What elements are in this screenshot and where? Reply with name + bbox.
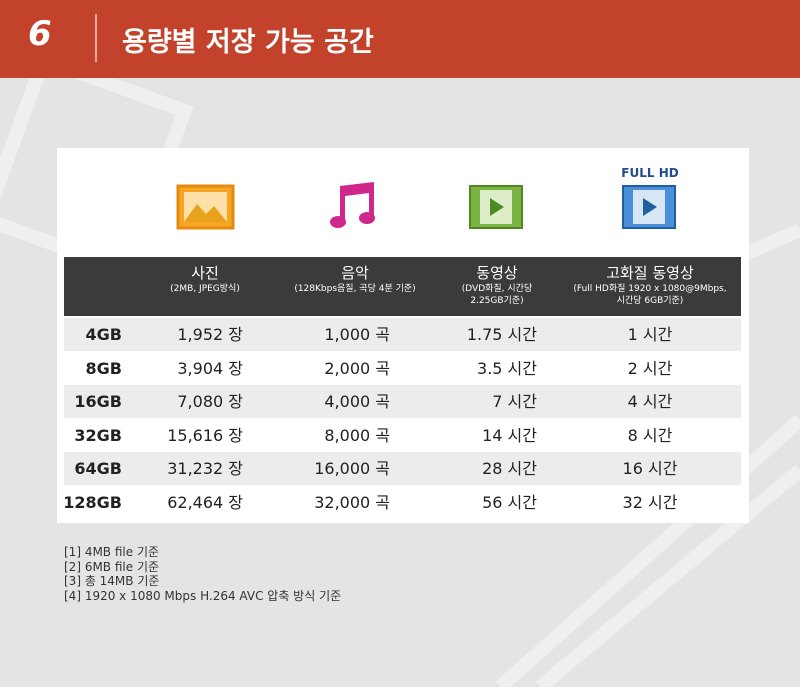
- cell: 16,000 곡: [314, 459, 390, 478]
- cell: 32 시간: [622, 492, 678, 512]
- column-subtitle: (Full HD화질 1920 x 1080@9Mbps,: [573, 284, 727, 294]
- table-row: [64, 452, 741, 485]
- cell: 7 시간: [492, 392, 537, 411]
- row-label: 4GB: [85, 325, 122, 344]
- cell: 31,232 장: [167, 459, 243, 478]
- cell: 1,000 곡: [324, 325, 390, 344]
- cell: 32,000 곡: [314, 492, 390, 512]
- table-header: [64, 257, 741, 316]
- table-row: [64, 385, 741, 418]
- badge: FULL HD: [621, 166, 678, 180]
- cell: 16 시간: [622, 459, 678, 478]
- table-row: [64, 418, 741, 452]
- table-row: [64, 318, 741, 351]
- cell: 7,080 장: [177, 392, 243, 411]
- cell: 4,000 곡: [324, 392, 390, 411]
- column-subtitle: (DVD화질, 시간당: [461, 284, 533, 294]
- cell: 56 시간: [482, 492, 537, 512]
- cell: 2,000 곡: [324, 358, 390, 378]
- footnote: [2] 6MB file 기준: [64, 559, 160, 574]
- row-label: 8GB: [85, 358, 122, 378]
- fullhd-icon: [622, 185, 676, 229]
- column-header: 음악 (128Kbps음질, 곡당 4분 기준): [265, 262, 445, 295]
- cell: 62,464 장: [167, 492, 243, 512]
- column-title: 고화질 동영상: [606, 264, 694, 282]
- table-row: [64, 351, 741, 385]
- row-label: 128GB: [63, 492, 122, 512]
- photo-icon: [176, 184, 235, 230]
- footnote: [1] 4MB file 기준: [64, 545, 160, 559]
- separator: [95, 14, 97, 62]
- section-number: 6: [28, 14, 52, 54]
- cell: 1,952 장: [177, 325, 243, 344]
- title: 용량별 저장 가능 공간: [122, 27, 374, 58]
- music-icon: [330, 182, 375, 228]
- column-subtitle: 시간당 6GB기준): [616, 296, 684, 306]
- row-label: 16GB: [74, 392, 122, 411]
- cell: 8,000 곡: [324, 425, 390, 445]
- column-header: 사진 (2MB, JPEG방식): [115, 262, 295, 295]
- header-bar: [0, 0, 800, 78]
- cell: 28 시간: [482, 459, 537, 478]
- column-header: 고화질 동영상 (Full HD화질 1920 x 1080@9Mbps, 시간당 …: [560, 262, 740, 307]
- column-header: 동영상 (DVD화질, 시간당 2.25GB기준): [407, 262, 587, 307]
- table-row: [64, 485, 741, 519]
- cell: 2 시간: [627, 358, 673, 378]
- cell: 3.5 시간: [477, 358, 537, 378]
- column-subtitle: (2MB, JPEG방식): [170, 284, 240, 294]
- column-title: 음악: [341, 264, 369, 282]
- column-title: 동영상: [476, 264, 518, 282]
- column-title: 사진: [191, 264, 219, 282]
- cell: 8 시간: [627, 425, 673, 445]
- cell: 4 시간: [627, 392, 673, 411]
- video-icon: [469, 185, 523, 229]
- cell: 15,616 장: [167, 425, 243, 445]
- cell: 1.75 시간: [466, 325, 537, 344]
- column-subtitle: 2.25GB기준): [470, 296, 524, 306]
- cell: 1 시간: [627, 325, 673, 344]
- footnote: [4] 1920 x 1080 Mbps H.264 AVC 압축 방식 기준: [64, 588, 342, 603]
- row-label: 32GB: [74, 425, 122, 445]
- cell: 3,904 장: [177, 358, 243, 378]
- footnote: [3] 총 14MB 기준: [64, 574, 160, 588]
- cell: 14 시간: [482, 425, 537, 445]
- row-label: 64GB: [74, 459, 122, 478]
- column-subtitle: (128Kbps음질, 곡당 4분 기준): [294, 284, 416, 294]
